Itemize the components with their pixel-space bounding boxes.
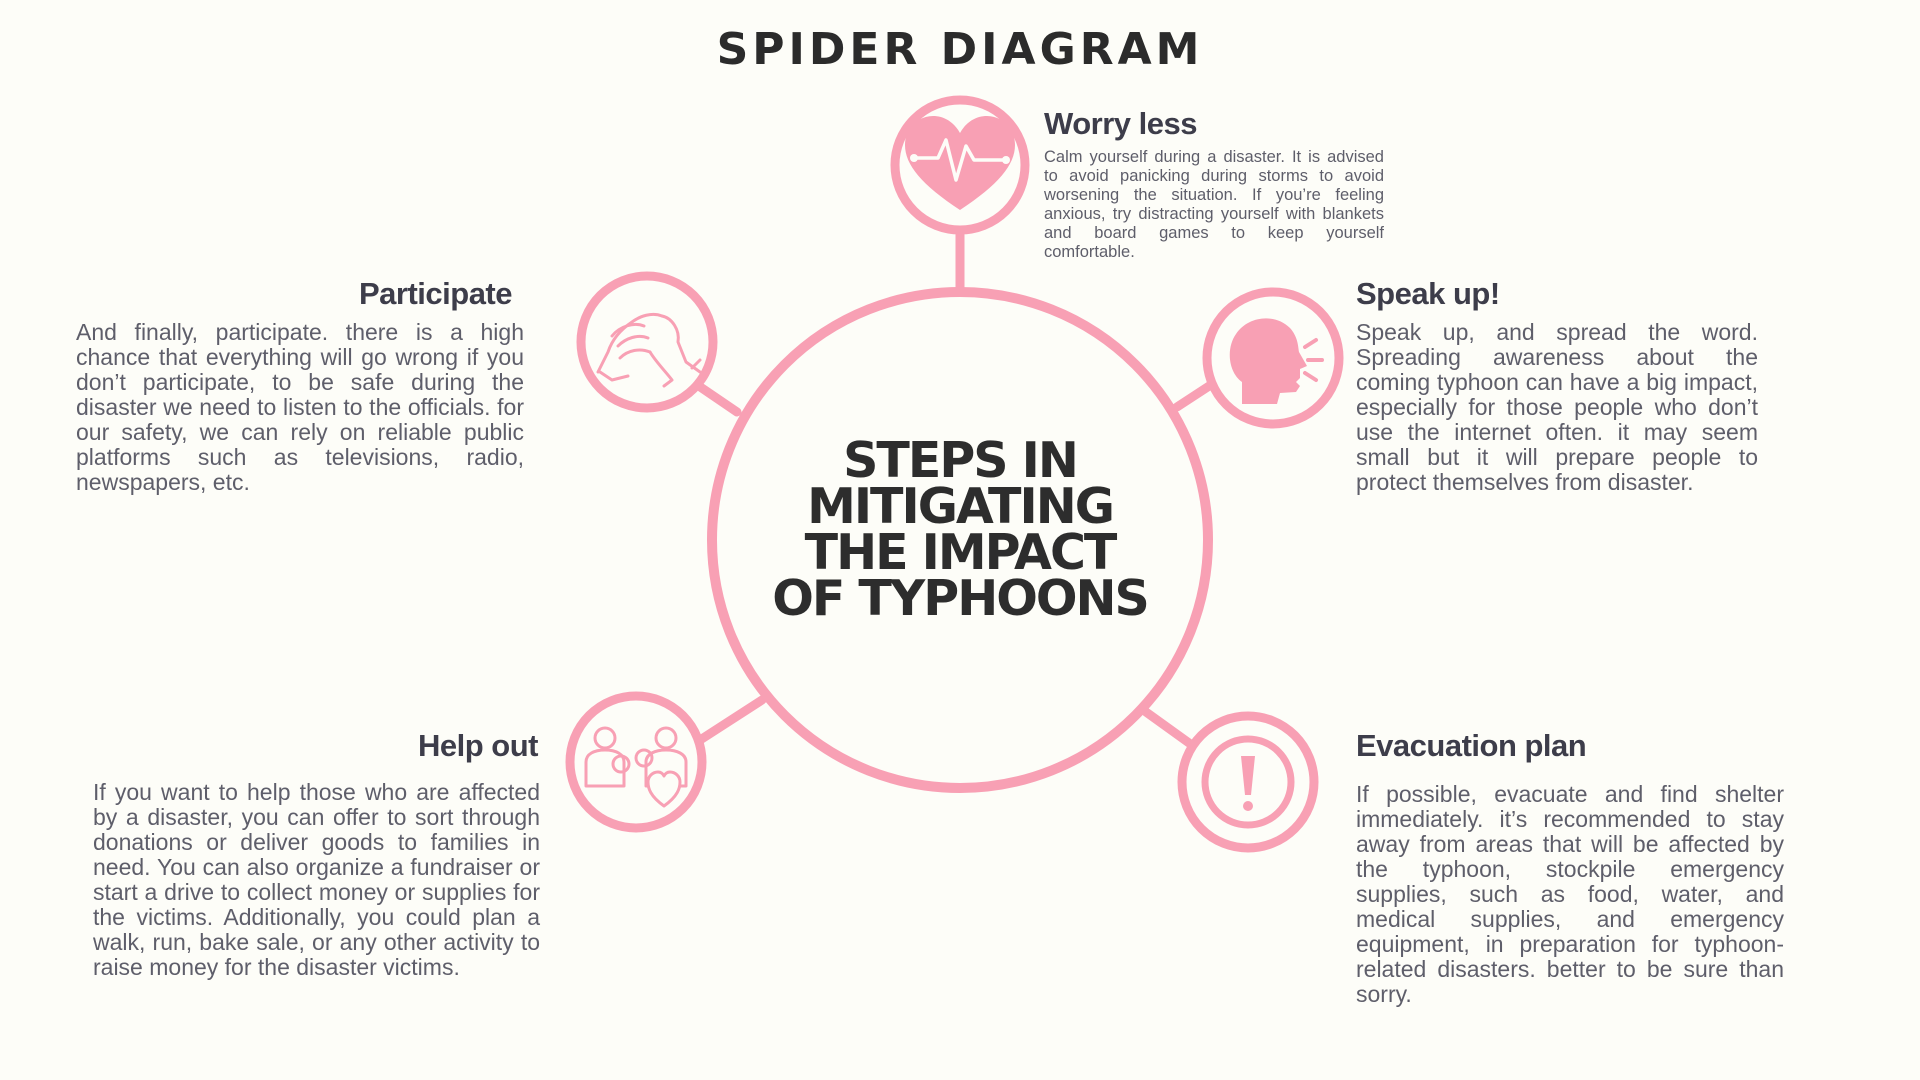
- participate-heading: Participate: [358, 276, 513, 311]
- center-label: STEPS IN MITIGATING THE IMPACT OF TYPHOO…: [740, 432, 1180, 627]
- center-circle: [707, 287, 1213, 793]
- connector-evacuation-plan: [1141, 707, 1201, 753]
- participate-text: And finally, participate. there is a hig…: [76, 319, 524, 495]
- node-participate: [576, 271, 718, 413]
- diagram-title: SPIDER DIAGRAM: [716, 24, 1204, 75]
- connector-help-out: [692, 695, 767, 747]
- handshake-icon: [596, 312, 702, 388]
- speak-up-text: Speak up, and spread the word. Spreading…: [1356, 319, 1758, 495]
- evacuation-plan-heading: Evacuation plan: [1356, 728, 1587, 763]
- family-heart-icon: [584, 726, 688, 808]
- help-out-heading: Help out: [418, 728, 539, 763]
- worry-less-text: Calm yourself during a disaster. It is a…: [1044, 148, 1384, 261]
- center-label-line: THE IMPACT: [804, 524, 1118, 581]
- speak-up-heading: Speak up!: [1356, 276, 1500, 311]
- center-label-line: STEPS IN: [843, 432, 1079, 489]
- heart-pulse-icon: [905, 116, 1015, 210]
- node-circle: [576, 271, 718, 413]
- worry-less-heading: Worry less: [1044, 106, 1197, 141]
- exclamation-icon: [1201, 735, 1295, 829]
- node-help-out: [565, 691, 707, 833]
- node-evacuation-plan: [1177, 711, 1319, 853]
- speaking-head-icon: [1229, 318, 1324, 404]
- evacuation-plan-text: If possible, evacuate and find shelter i…: [1356, 781, 1784, 1007]
- node-speak-up: [1202, 287, 1344, 429]
- center-label-line: MITIGATING: [807, 478, 1115, 535]
- help-out-text: If you want to help those who are affect…: [93, 779, 540, 980]
- center-label-line: OF TYPHOONS: [772, 570, 1150, 627]
- node-worry-less: [890, 95, 1030, 235]
- connectors: [688, 225, 1231, 753]
